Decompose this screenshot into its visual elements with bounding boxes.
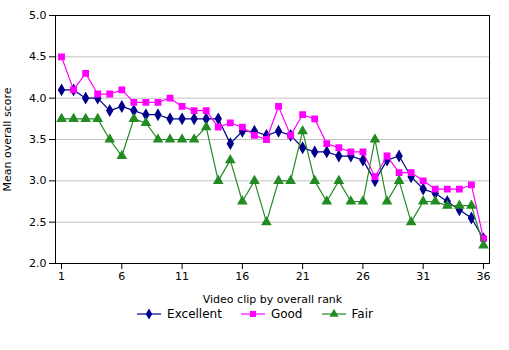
svg-text:2.5: 2.5 xyxy=(29,216,47,229)
svg-text:36: 36 xyxy=(476,270,490,283)
svg-text:Video clip by overall rank: Video clip by overall rank xyxy=(203,293,343,306)
svg-text:3.5: 3.5 xyxy=(29,133,47,146)
svg-text:26: 26 xyxy=(356,270,370,283)
svg-text:11: 11 xyxy=(175,270,189,283)
html-text:Excellent: Excellent xyxy=(167,307,222,321)
svg-text:5.0: 5.0 xyxy=(29,9,47,22)
svg-text:Mean overall score: Mean overall score xyxy=(1,87,14,191)
svg-text:4.5: 4.5 xyxy=(29,50,47,63)
svg-text:1: 1 xyxy=(58,270,65,283)
svg-text:21: 21 xyxy=(296,270,310,283)
svg-text:3.0: 3.0 xyxy=(29,174,47,187)
svg-text:2.0: 2.0 xyxy=(29,257,47,270)
html-text:Good: Good xyxy=(270,307,303,321)
svg-text:31: 31 xyxy=(416,270,430,283)
html-text:Fair: Fair xyxy=(351,307,373,321)
svg-text:16: 16 xyxy=(235,270,249,283)
svg-text:4.0: 4.0 xyxy=(29,92,47,105)
svg-text:6: 6 xyxy=(118,270,125,283)
